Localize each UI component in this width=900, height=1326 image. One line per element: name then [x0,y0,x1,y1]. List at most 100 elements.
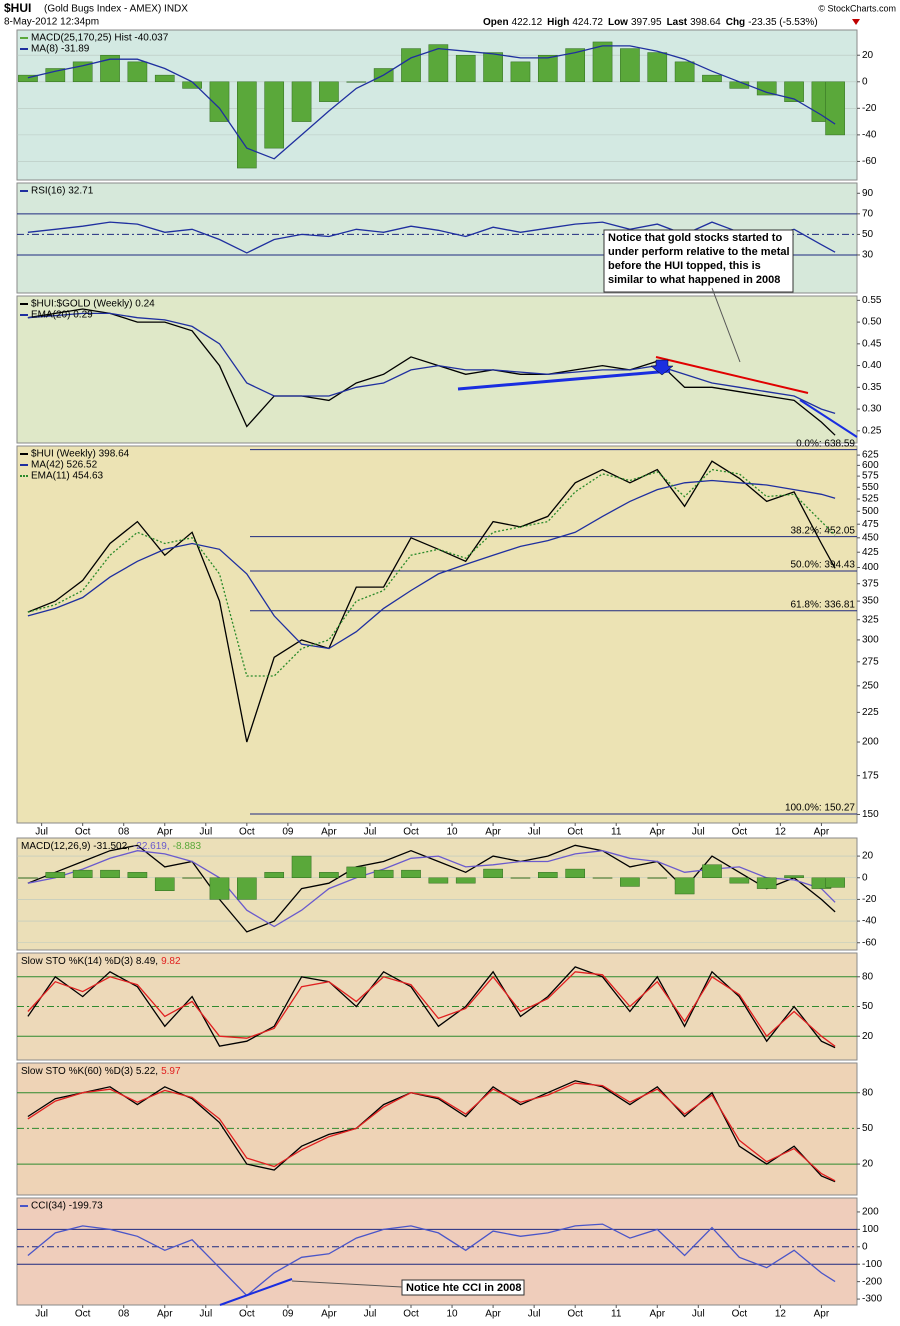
histogram-bar [647,877,668,879]
series-line [27,1080,836,1183]
histogram-bar [674,877,695,895]
y-tick-label: 0.45 [862,338,882,349]
y-tick-label: 20 [862,50,874,61]
y-tick-label: 250 [862,680,879,691]
histogram-bar [702,864,722,879]
x-tick-label: 09 [282,1309,294,1320]
histogram-bar [592,41,613,83]
y-tick-label: 80 [862,1087,874,1098]
histogram-bar [127,61,148,83]
quote-value: -23.35 (-5.53%) [748,17,817,28]
panel-background [16,445,858,824]
y-tick-label: 20 [862,1159,874,1170]
histogram-bar [373,869,394,879]
x-tick-label: Oct [732,827,748,838]
x-tick-label: Oct [239,1309,255,1320]
x-tick-label: Jul [692,827,705,838]
x-tick-label: Jul [364,827,377,838]
y-tick-label: 50 [862,1001,874,1012]
x-tick-label: Oct [403,827,419,838]
histogram-bar [784,81,804,102]
trend-line [219,1278,293,1306]
x-tick-label: 09 [282,827,294,838]
y-tick-label: -20 [862,894,877,905]
y-tick-label: -20 [862,103,877,114]
fibonacci-label: 50.0%: 394.43 [791,560,856,571]
panel-background [16,837,858,951]
x-tick-label: Apr [649,1309,665,1320]
panel-background [16,1062,858,1196]
y-tick-label: 80 [862,971,874,982]
down-arrow [852,19,860,25]
histogram-bar [209,81,230,122]
y-tick-label: 575 [862,471,879,482]
x-tick-label: Jul [35,1309,48,1320]
series-line [27,479,836,650]
y-tick-label: 0.25 [862,425,882,436]
histogram-bar [729,877,750,884]
histogram-bar [182,877,202,879]
y-tick-label: -60 [862,937,877,948]
y-tick-label: -60 [862,156,877,167]
histogram-bar [565,48,586,83]
y-tick-label: 425 [862,547,879,558]
y-tick-label: 200 [862,737,879,748]
legend: Slow STO %K(60) %D(3) 5.22, 5.97 [21,1066,181,1077]
legend-entry: 5.97 [161,1066,181,1077]
quote-label: High [547,17,569,28]
legend: Slow STO %K(14) %D(3) 8.49, 9.82 [21,956,181,967]
x-tick-label: Jul [692,1309,705,1320]
histogram-bar [537,872,558,879]
x-tick-label: Oct [567,827,583,838]
y-tick-label: 90 [862,188,874,199]
symbol: $HUI [4,1,31,15]
series-line [27,1082,836,1182]
y-tick-label: -200 [862,1276,882,1287]
legend-entry: MA(42) 526.52 [31,460,98,471]
x-tick-label: Apr [321,827,337,838]
histogram-bar [756,877,777,889]
legend-entry: MACD(12,26,9) -31.502, [21,841,130,852]
x-tick-label: Jul [199,1309,212,1320]
histogram-bar [346,81,367,83]
histogram-bar [100,54,120,83]
x-tick-label: Oct [403,1309,419,1320]
histogram-bar [455,877,476,884]
x-tick-label: Apr [485,1309,501,1320]
trend-line [799,399,858,438]
x-tick-label: 12 [775,1309,787,1320]
histogram-bar [45,872,66,879]
y-tick-label: 20 [862,851,874,862]
note-box [603,229,794,293]
quote-value: 398.64 [690,17,721,28]
x-tick-label: 11 [611,1309,622,1320]
y-tick-label: 450 [862,532,879,543]
note-box [401,1279,525,1296]
annotations [219,287,858,1306]
y-tick-label: 0 [862,76,868,87]
y-tick-label: 70 [862,208,874,219]
panel-title: CCI(34) -199.73 [31,1201,103,1212]
y-tick-label: 0.30 [862,404,882,415]
histogram-bar [72,869,93,879]
x-tick-label: 11 [611,827,622,838]
histogram-bar [319,872,339,879]
histogram-bar [264,81,285,149]
y-tick-label: 100 [862,1224,879,1235]
x-tick-label: Apr [157,827,173,838]
y-tick-label: 0.35 [862,382,882,393]
y-tick-label: 325 [862,614,879,625]
y-tick-label: 200 [862,1207,879,1218]
y-tick-label: 375 [862,578,879,589]
y-tick-label: 550 [862,482,879,493]
legend-entry: EMA(20) 0.29 [31,310,93,321]
histogram-bar [825,81,845,136]
y-tick-label: -40 [862,916,877,927]
histogram-bar [455,54,476,83]
y-tick-label: 625 [862,450,879,461]
histogram-bar [237,81,257,169]
histogram-bar [291,81,312,122]
x-tick-label: 10 [446,827,458,838]
